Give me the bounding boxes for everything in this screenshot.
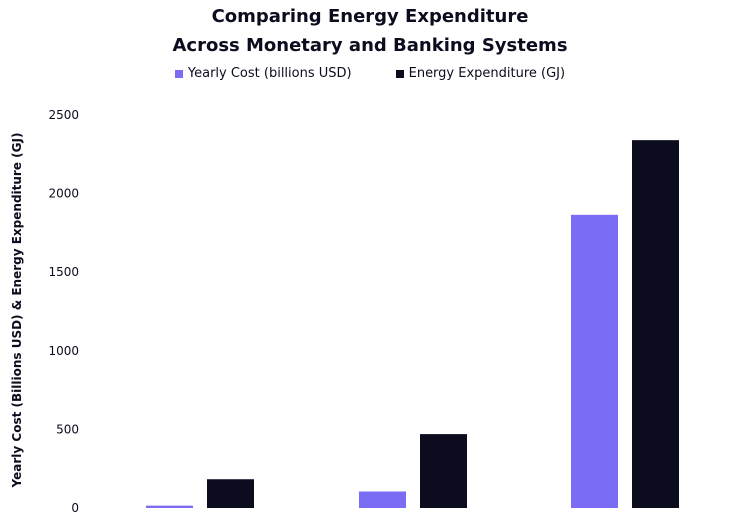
y-tick-label: 1500 [48,265,79,279]
y-tick-label: 500 [56,422,79,436]
legend-swatch-energy-expenditure [395,69,404,78]
y-tick-label: 2000 [48,187,79,201]
y-axis-label: Yearly Cost (Billions USD) & Energy Expe… [10,133,24,489]
y-tick-label: 0 [71,501,79,514]
legend-label-energy-expenditure: Energy Expenditure (GJ) [408,66,566,81]
chart-legend: Yearly Cost (billions USD) Energy Expend… [0,66,740,81]
legend-swatch-yearly-cost [174,69,183,78]
bar-yearly-cost-1 [146,505,193,508]
bar-yearly-cost-2 [359,491,406,508]
bars-group [146,140,679,509]
bar-energy-expenditure-3 [632,140,679,509]
y-axis-ticks: 0 500 1000 1500 2000 2500 [48,108,79,514]
bar-energy-expenditure-2 [420,434,467,508]
y-tick-label: 2500 [48,108,79,122]
bar-energy-expenditure-1 [207,479,254,508]
chart-title-line-1: Comparing Energy Expenditure [211,6,529,27]
chart-title-line-2: Across Monetary and Banking Systems [172,35,568,56]
legend-label-yearly-cost: Yearly Cost (billions USD) [187,66,352,81]
y-tick-label: 1000 [48,344,79,358]
bar-yearly-cost-3 [571,214,618,508]
legend-item-energy-expenditure: Energy Expenditure (GJ) [395,66,566,81]
legend-item-yearly-cost: Yearly Cost (billions USD) [174,66,352,81]
chart-title: Comparing Energy Expenditure Across Mone… [0,2,740,60]
